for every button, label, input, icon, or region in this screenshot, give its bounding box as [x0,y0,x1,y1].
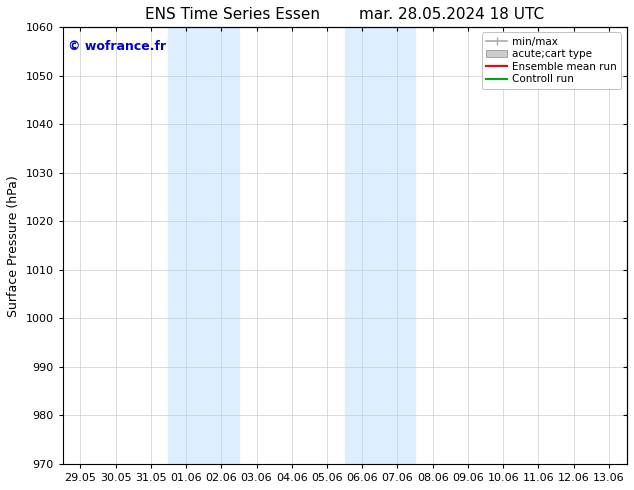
Bar [345,27,415,464]
Bar [169,27,239,464]
Text: © wofrance.fr: © wofrance.fr [68,40,166,53]
Legend: min/max, acute;cart type, Ensemble mean run, Controll run: min/max, acute;cart type, Ensemble mean … [482,32,621,89]
Title: ENS Time Series Essen        mar. 28.05.2024 18 UTC: ENS Time Series Essen mar. 28.05.2024 18… [145,7,544,22]
Y-axis label: Surface Pressure (hPa): Surface Pressure (hPa) [7,175,20,317]
